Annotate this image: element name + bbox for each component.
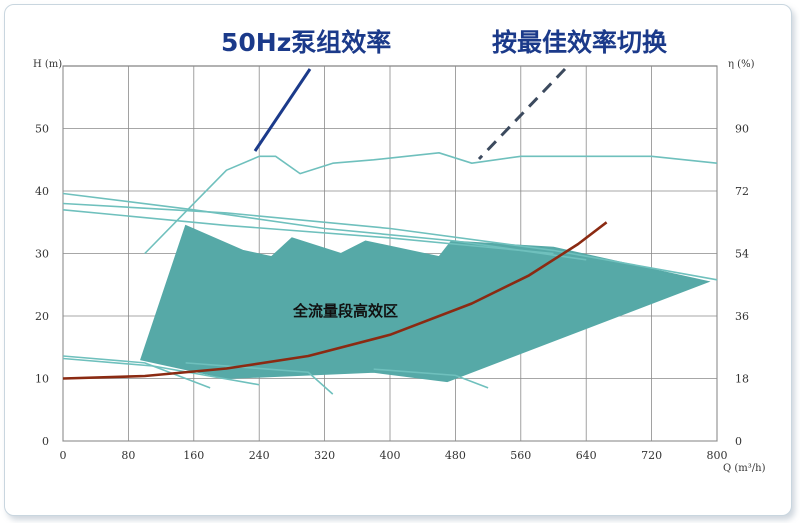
- high-efficiency-zone: [140, 224, 711, 383]
- curve-series: [62, 152, 718, 395]
- y-right-tick-label: 90: [735, 123, 749, 136]
- x-tick-label: 560: [510, 449, 531, 462]
- axis-ticks: 0 80 160 240 320 400 480 560 640 720 8000102030405…: [35, 123, 749, 463]
- high-efficiency-zone-area: [140, 224, 711, 383]
- x-axis-label: Q (m³/h): [723, 463, 766, 474]
- x-tick-label: 800: [707, 449, 728, 462]
- head-curve: [62, 209, 554, 255]
- x-tick-label: 320: [314, 449, 335, 462]
- pump-performance-chart: 0 80 160 240 320 400 480 560 640 720 8000102030405…: [33, 28, 766, 474]
- x-tick-label: 400: [380, 449, 401, 462]
- x-tick-label: 80: [121, 449, 135, 462]
- y-left-tick-label: 10: [35, 373, 49, 386]
- chart-frame: 0 80 160 240 320 400 480 560 640 720 800 0 10 20 30 40 5…: [4, 4, 792, 516]
- x-tick-label: 240: [249, 449, 270, 462]
- annotation-50hz-efficiency: 50Hz泵组效率: [221, 28, 391, 57]
- y-left-axis-label: H (m): [33, 59, 62, 70]
- y-right-tick-label: 36: [735, 310, 749, 323]
- x-tick-label: 0: [60, 449, 67, 462]
- x-tick-label: 480: [445, 449, 466, 462]
- y-right-axis-label: η (%): [728, 59, 755, 70]
- efficiency-curve: [144, 152, 718, 255]
- system-curve: [62, 221, 608, 380]
- low-head-curve: [62, 355, 211, 389]
- y-left-tick-label: 20: [35, 310, 49, 323]
- annotation-high-efficiency-zone: 全流量段高效区: [292, 302, 398, 320]
- y-left-tick-label: 30: [35, 248, 49, 261]
- x-tick-label: 640: [576, 449, 597, 462]
- annotation-optimal-switching: 按最佳效率切换: [492, 28, 668, 57]
- y-right-tick-label: 0: [735, 435, 742, 448]
- x-tick-label: 720: [641, 449, 662, 462]
- y-left-tick-label: 50: [35, 123, 49, 136]
- grid-lines: [62, 65, 718, 442]
- y-right-tick-label: 72: [735, 185, 749, 198]
- low-head-curve: [185, 362, 334, 395]
- x-tick-label: 160: [183, 449, 204, 462]
- head-curve: [62, 202, 718, 281]
- y-left-tick-label: 0: [42, 435, 49, 448]
- y-left-tick-label: 40: [35, 185, 49, 198]
- efficiency-leader-line: [253, 68, 312, 152]
- switching-leader-line: [477, 67, 567, 161]
- low-head-curve: [373, 368, 489, 389]
- y-right-tick-label: 54: [735, 248, 749, 261]
- head-curve: [62, 192, 587, 261]
- y-right-tick-label: 18: [735, 373, 749, 386]
- low-head-curve: [62, 357, 260, 386]
